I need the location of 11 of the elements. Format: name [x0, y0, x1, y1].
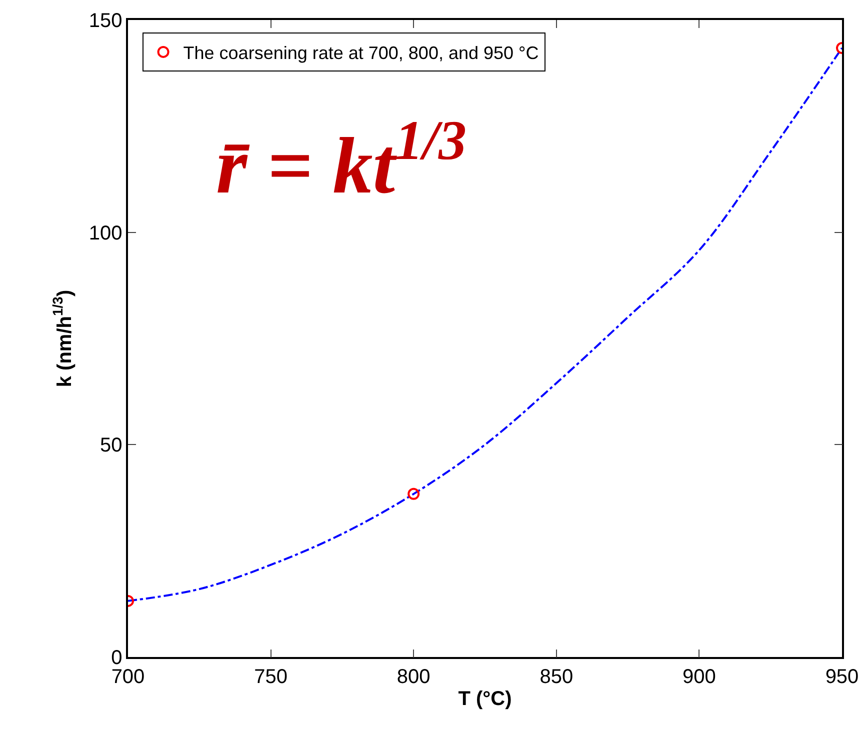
- y-tick-label: 100: [88, 222, 122, 244]
- annotation: r̄ = kt$^{1/3}$: [216, 110, 467, 211]
- x-tick-label: 850: [540, 666, 574, 688]
- x-tick-label: 950: [825, 666, 859, 688]
- y-tick-label: 50: [100, 434, 122, 457]
- x-axis-title: T (°C): [458, 688, 512, 710]
- x-tick-label: 900: [682, 666, 716, 688]
- x-tick-label: 750: [254, 666, 288, 688]
- legend-label: The coarsening rate at 700, 800, and 950 °C: [183, 42, 539, 63]
- x-tick-label: 800: [396, 666, 430, 688]
- y-tick-label: 150: [88, 10, 122, 32]
